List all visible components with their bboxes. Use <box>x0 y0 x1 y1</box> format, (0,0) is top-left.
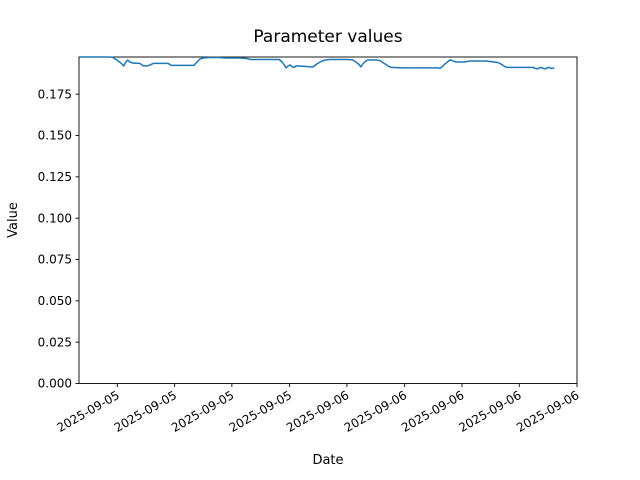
x-tick-label: 2025-09-06 <box>456 388 523 435</box>
y-axis-label: Value <box>6 202 21 238</box>
y-tick-label: 0.150 <box>38 129 72 143</box>
x-tick-label: 2025-09-06 <box>399 388 466 435</box>
x-tick-label: 2025-09-05 <box>227 388 294 435</box>
x-tick-label: 2025-09-06 <box>342 388 409 435</box>
y-tick-label: 0.025 <box>38 335 72 349</box>
y-axis-ticks: 0.000 0.025 0.050 0.075 0.100 0.125 0.150 0.175 <box>38 87 79 391</box>
y-tick-label: 0.100 <box>38 211 72 225</box>
x-tick-label: 2025-09-05 <box>54 388 121 435</box>
y-tick-label: 0.000 <box>38 377 72 391</box>
x-axis-ticks: 2025-09-052025-09-052025-09-052025-09-05… <box>54 383 582 435</box>
data-line <box>80 56 555 70</box>
y-tick-label: 0.075 <box>38 253 72 267</box>
plot-border <box>78 56 578 384</box>
x-tick-label: 2025-09-05 <box>112 388 179 435</box>
x-tick-label: 2025-09-06 <box>514 388 581 435</box>
y-tick-label: 0.125 <box>38 170 72 184</box>
x-tick-label: 2025-09-05 <box>169 388 236 435</box>
x-axis-label: Date <box>312 453 343 468</box>
y-tick-label: 0.175 <box>38 87 72 101</box>
x-tick-label: 2025-09-06 <box>284 388 351 435</box>
chart-title: Parameter values <box>253 27 402 47</box>
y-tick-label: 0.050 <box>38 294 72 308</box>
